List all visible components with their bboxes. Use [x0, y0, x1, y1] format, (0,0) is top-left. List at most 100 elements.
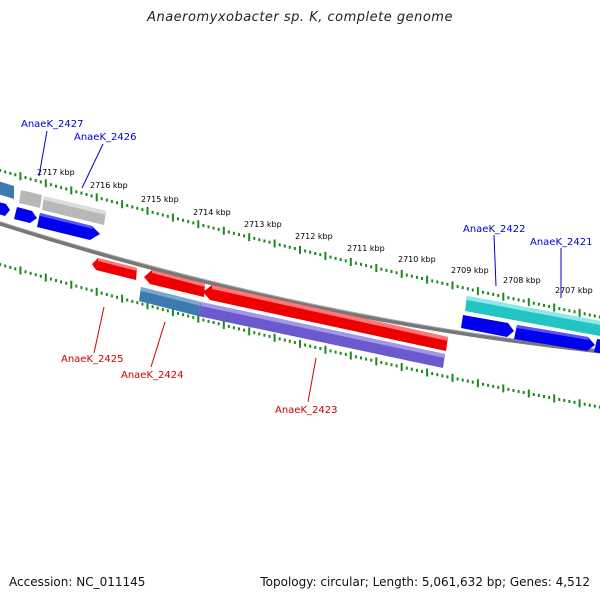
minor-tick — [85, 287, 88, 291]
minor-tick — [85, 193, 88, 196]
minor-tick — [207, 319, 210, 323]
minor-tick — [192, 315, 195, 319]
major-tick — [171, 308, 174, 317]
major-tick — [324, 251, 327, 260]
minor-tick — [344, 352, 347, 356]
major-tick — [426, 368, 429, 377]
minor-tick — [0, 168, 2, 172]
minor-tick — [207, 225, 210, 229]
minor-tick — [192, 221, 195, 225]
major-tick — [222, 226, 225, 235]
minor-tick — [131, 205, 134, 209]
forward-strand-genes — [0, 180, 600, 336]
kbp-label: 2715 kbp — [141, 195, 179, 204]
minor-tick — [507, 387, 510, 391]
minor-tick — [232, 231, 235, 235]
minor-tick — [314, 252, 317, 255]
major-tick — [121, 200, 124, 209]
minor-tick — [182, 313, 185, 317]
minor-tick — [110, 199, 113, 203]
minor-tick — [304, 343, 307, 347]
minor-tick — [441, 374, 444, 378]
minor-tick — [4, 170, 7, 174]
minor-tick — [212, 226, 215, 230]
minor-tick — [177, 311, 179, 315]
gene-label-anaek-2425[interactable]: AnaeK_2425 — [61, 354, 123, 365]
kbp-label: 2717 kbp — [37, 168, 75, 177]
minor-tick — [573, 310, 576, 314]
minor-tick — [436, 280, 439, 284]
minor-tick — [100, 291, 103, 295]
gene-label-anaek-2423[interactable]: AnaeK_2423 — [275, 405, 337, 416]
minor-tick — [354, 355, 357, 359]
minor-tick — [370, 358, 373, 362]
gene-feature-red[interactable] — [144, 270, 205, 297]
minor-tick — [548, 304, 551, 308]
minor-tick — [446, 375, 449, 379]
gene-label-anaek-2426[interactable]: AnaeK_2426 — [74, 132, 136, 143]
inner-tick-track — [0, 263, 600, 409]
minor-tick — [431, 279, 434, 283]
major-tick — [527, 298, 530, 307]
minor-tick — [507, 296, 510, 300]
minor-tick — [202, 224, 205, 227]
gene-feature-red[interactable] — [203, 285, 448, 351]
gene-label-anaek-2427[interactable]: AnaeK_2427 — [21, 119, 83, 130]
minor-tick — [344, 259, 347, 263]
minor-tick — [116, 295, 118, 299]
major-tick — [273, 239, 276, 248]
minor-tick — [385, 362, 388, 366]
major-tick — [426, 275, 429, 284]
kbp-label: 2713 kbp — [244, 220, 282, 229]
minor-tick — [593, 314, 596, 318]
minor-tick — [482, 290, 484, 294]
reverse-arrow-genes — [92, 258, 448, 351]
gene-feature-steel[interactable] — [0, 180, 14, 199]
gene-feature-blue[interactable] — [594, 339, 600, 354]
minor-tick — [380, 361, 383, 364]
outer-tick-track — [0, 168, 600, 319]
minor-tick — [141, 208, 144, 212]
minor-tick — [441, 281, 444, 285]
gene-feature-blue[interactable] — [37, 213, 100, 240]
minor-tick — [487, 383, 490, 387]
gene-label-anaek-2422[interactable]: AnaeK_2422 — [463, 224, 525, 235]
minor-tick — [202, 318, 205, 322]
gene-label-anaek-2421[interactable]: AnaeK_2421 — [530, 237, 592, 248]
minor-tick — [288, 245, 291, 249]
minor-tick — [187, 314, 190, 318]
minor-tick — [105, 198, 108, 202]
major-tick — [502, 292, 505, 301]
minor-tick — [319, 347, 322, 350]
gene-feature-blue[interactable] — [514, 325, 595, 351]
kbp-label-track: 2717 kbp 2716 kbp 2715 kbp 2714 kbp 2713… — [37, 168, 593, 295]
major-tick — [70, 186, 73, 195]
minor-tick — [100, 197, 103, 201]
minor-tick — [497, 385, 500, 389]
minor-tick — [334, 350, 337, 354]
minor-tick — [568, 309, 571, 313]
minor-tick — [182, 218, 185, 222]
gene-feature-gray[interactable] — [19, 190, 42, 208]
minor-tick — [151, 305, 154, 309]
gene-feature-blue[interactable] — [461, 315, 514, 337]
gene-label-anaek-2424[interactable]: AnaeK_2424 — [121, 370, 183, 381]
major-tick — [70, 280, 73, 289]
minor-tick — [334, 256, 337, 260]
minor-tick — [466, 379, 469, 383]
gene-feature-cyan[interactable] — [465, 296, 600, 336]
gene-feature-red[interactable] — [92, 258, 137, 280]
minor-tick — [141, 302, 144, 306]
minor-tick — [482, 382, 484, 386]
genome-backbone — [0, 221, 600, 354]
gene-feature-blue[interactable] — [14, 207, 37, 223]
minor-tick — [522, 299, 525, 303]
minor-tick — [161, 308, 164, 311]
minor-tick — [329, 255, 332, 259]
minor-tick — [243, 328, 246, 332]
minor-tick — [319, 253, 322, 257]
gene-feature-blue[interactable] — [0, 201, 10, 216]
minor-tick — [522, 391, 525, 394]
minor-tick — [309, 250, 312, 254]
